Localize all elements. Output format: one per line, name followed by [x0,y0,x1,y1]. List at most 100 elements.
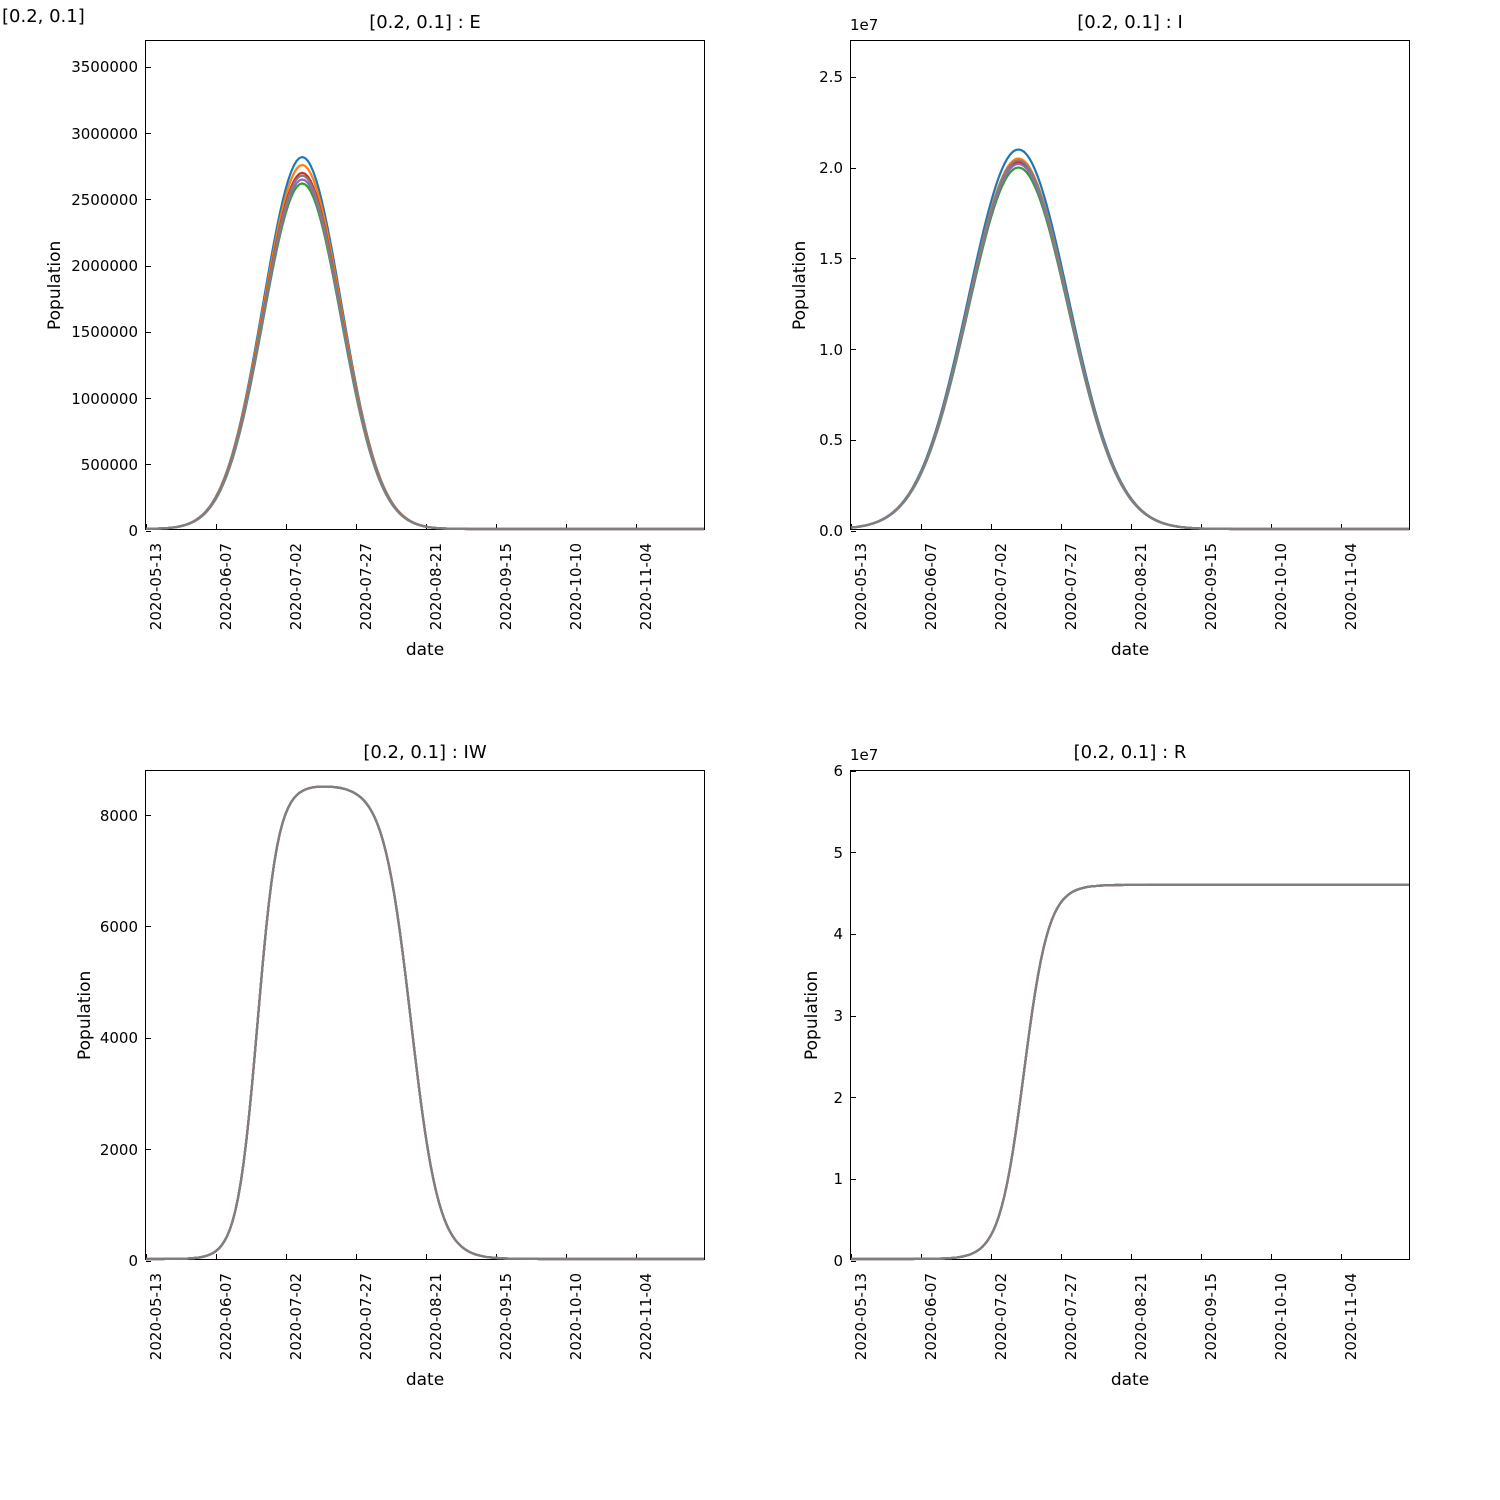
series-line [146,180,704,529]
xtick-label: 2020-08-21 [1126,1273,1150,1360]
xtick-label: 2020-08-21 [421,1273,445,1360]
xtick-label: 2020-05-13 [846,1273,870,1360]
ytick-label: 1500000 [71,323,146,341]
series-line [851,162,1409,529]
xtick-label: 2020-07-02 [986,1273,1010,1360]
ytick-label: 1000000 [71,390,146,408]
series-line [146,787,704,1259]
series-line [146,787,704,1259]
series-line [146,183,704,529]
xtick-label: 2020-10-10 [1266,1273,1290,1360]
ytick-label: 3500000 [71,58,146,76]
plot-svg [851,771,1409,1259]
xtick-label: 2020-07-02 [281,1273,305,1360]
ytick-label: 5 [833,844,851,862]
series-line [851,885,1409,1259]
figure-root: [0.2, 0.1] [0.2, 0.1] : E050000010000001… [0,0,1500,1500]
series-line [851,160,1409,529]
ylabel: Population [75,971,95,1060]
xlabel: date [145,640,705,660]
ytick-label: 500000 [81,456,146,474]
ylabel: Population [802,971,822,1060]
xtick-label: 2020-05-13 [141,1273,165,1360]
xtick-label: 2020-07-02 [986,543,1010,630]
panel-I: [0.2, 0.1] : I1e70.00.51.01.52.02.52020-… [850,40,1410,530]
series-line [146,173,704,529]
xlabel: date [850,640,1410,660]
series-line [146,787,704,1259]
series-line [851,149,1409,529]
xtick-label: 2020-06-07 [916,543,940,630]
xlabel: date [850,1370,1410,1390]
panel-title: [0.2, 0.1] : E [145,12,705,33]
xtick-label: 2020-09-15 [491,543,515,630]
plot-svg [146,771,704,1259]
ytick-label: 6000 [100,918,146,936]
ytick-label: 1 [833,1170,851,1188]
series-line [851,885,1409,1259]
plot-svg [851,41,1409,529]
ytick [851,531,856,532]
ytick-label: 3 [833,1007,851,1025]
panel-title: [0.2, 0.1] : R [850,742,1410,763]
ytick-label: 0.0 [819,522,851,540]
xtick-label: 2020-11-04 [1336,543,1360,630]
ytick [146,1261,151,1262]
xtick-label: 2020-07-27 [351,1273,375,1360]
ytick [851,1261,856,1262]
xtick-label: 2020-08-21 [1126,543,1150,630]
series-line [146,157,704,529]
panel-IW: [0.2, 0.1] : IW020004000600080002020-05-… [145,770,705,1260]
xtick-label: 2020-09-15 [1196,1273,1220,1360]
series-line [851,167,1409,529]
xtick-label: 2020-10-10 [1266,543,1290,630]
xtick-label: 2020-10-10 [561,1273,585,1360]
ytick-label: 6 [833,762,851,780]
ytick-label: 2500000 [71,191,146,209]
series-line [851,885,1409,1259]
panel-R: [0.2, 0.1] : R1e701234562020-05-132020-0… [850,770,1410,1260]
ytick-label: 2.0 [819,159,851,177]
xtick-label: 2020-07-27 [351,543,375,630]
ytick-label: 2000000 [71,257,146,275]
xtick-label: 2020-06-07 [211,1273,235,1360]
ytick-label: 2 [833,1089,851,1107]
series-line [146,787,704,1259]
ytick-label: 4 [833,925,851,943]
ytick-label: 0 [833,1252,851,1270]
series-line [146,165,704,529]
xtick-label: 2020-09-15 [491,1273,515,1360]
figure-suplabel: [0.2, 0.1] [2,6,85,27]
panel-title: [0.2, 0.1] : IW [145,742,705,763]
xtick-label: 2020-07-27 [1056,1273,1080,1360]
plot-svg [146,41,704,529]
xtick-label: 2020-07-27 [1056,543,1080,630]
xtick-label: 2020-11-04 [631,543,655,630]
series-line [851,885,1409,1259]
xtick-label: 2020-11-04 [631,1273,655,1360]
series-line [851,159,1409,529]
scientific-exponent: 1e7 [850,16,878,34]
ylabel: Population [790,241,810,330]
ytick-label: 1.5 [819,250,851,268]
ytick-label: 1.0 [819,341,851,359]
ytick-label: 8000 [100,807,146,825]
axes: 01234562020-05-132020-06-072020-07-02202… [850,770,1410,1260]
ytick-label: 4000 [100,1029,146,1047]
xtick-label: 2020-08-21 [421,543,445,630]
axes: 0500000100000015000002000000250000030000… [145,40,705,530]
series-line [851,885,1409,1259]
ytick [146,531,151,532]
xtick-label: 2020-10-10 [561,543,585,630]
ylabel: Population [45,241,65,330]
ytick-label: 2.5 [819,68,851,86]
axes: 020004000600080002020-05-132020-06-07202… [145,770,705,1260]
scientific-exponent: 1e7 [850,746,878,764]
axes: 0.00.51.01.52.02.52020-05-132020-06-0720… [850,40,1410,530]
series-line [851,164,1409,529]
xtick-label: 2020-06-07 [211,543,235,630]
xtick-label: 2020-11-04 [1336,1273,1360,1360]
series-line [851,885,1409,1259]
xtick-label: 2020-05-13 [846,543,870,630]
ytick-label: 0 [128,1252,146,1270]
